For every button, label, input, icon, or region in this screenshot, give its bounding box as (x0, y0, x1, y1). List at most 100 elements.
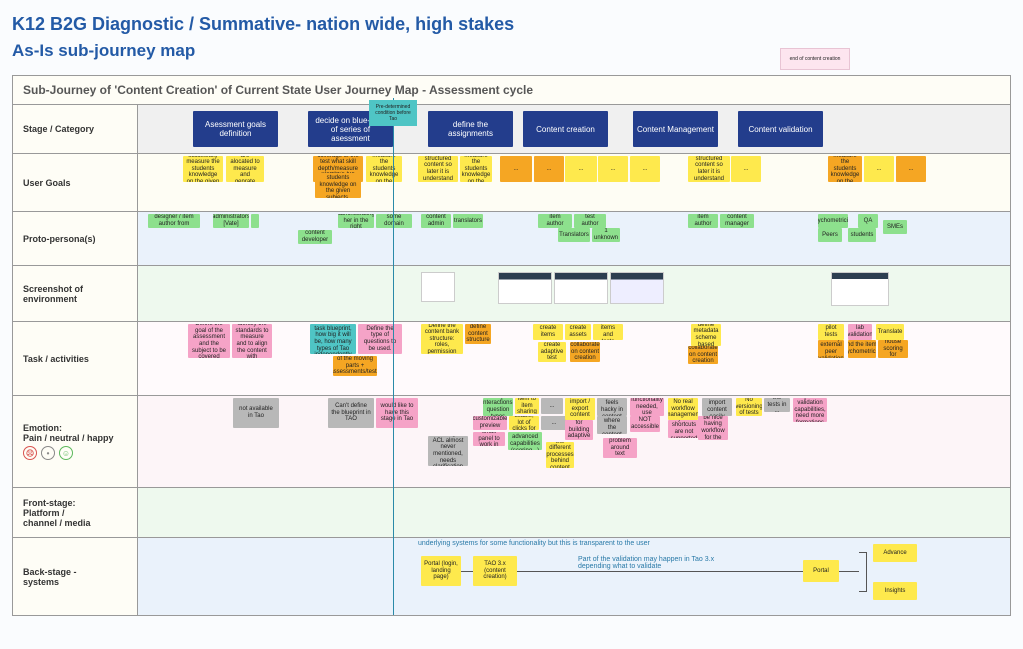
sticky-note: Define a structure of the moving parts +… (333, 356, 377, 376)
row-label-back: Back-stage - systems (13, 538, 138, 615)
sticky-note: would be nice having workflow for the co… (698, 416, 728, 440)
row-front: Front-stage: Platform / channel / media (13, 487, 1010, 537)
sticky-note: ... (500, 156, 532, 182)
sticky-note: ... (565, 156, 597, 182)
bracket-line (859, 552, 867, 592)
screenshot-thumb (421, 272, 455, 302)
row-stage: Stage / Category Asessment goals definit… (13, 104, 1010, 153)
sticky-note: the tests in ... (764, 398, 790, 412)
row-screens: Screenshot of environment (13, 265, 1010, 321)
sticky-note: keyboard shortcuts are not supported (668, 420, 700, 438)
sticky-note: have in house scoring for translation (878, 340, 908, 358)
sticky-note: ... (541, 416, 567, 430)
sticky-note: very small panel to work in chrome (473, 432, 505, 446)
sticky-note: ... (896, 156, 926, 182)
sticky-note (251, 214, 259, 228)
row-label-front: Front-stage: Platform / channel / media (13, 488, 138, 537)
sticky-note: translators (453, 214, 483, 228)
sticky-note: Define the content bank structure: roles… (421, 324, 463, 354)
row-label-screens: Screenshot of environment (13, 266, 138, 321)
sticky-note: item author (688, 214, 718, 228)
row-label-emotion: Emotion: Pain / neutral / happy ☹ • ☺ (13, 396, 138, 487)
sticky-note: No preview validation capabilities, need… (793, 398, 827, 422)
back-tao: TAO 3.x (content creation) (473, 556, 517, 586)
row-tasks: Task / activities Define the goal of the… (13, 321, 1010, 395)
sticky-note: collaborate on content creation (570, 342, 600, 362)
sticky-note: NOT accessible (630, 416, 660, 432)
sticky-note: define content structure (465, 324, 491, 344)
sticky-note: Define the goal of the assessment and th… (188, 324, 230, 358)
sticky-note: 1 unknown (592, 228, 620, 242)
sticky-note: SMEs (883, 220, 907, 234)
back-advance: Advance (873, 544, 917, 562)
sticky-note: not available in Tao (233, 398, 279, 428)
sticky-note: Assessment designer / item author from c… (148, 214, 200, 228)
row-label-goals: User Goals (13, 154, 138, 211)
sticky-note: to succesfully measure the students know… (460, 156, 492, 182)
sticky-note: No versioning of tests (736, 398, 762, 416)
sticky-note: administrators [Vate] (213, 214, 249, 228)
emotion-happy-icon: ☺ (59, 446, 73, 460)
sticky-note: Translate (876, 324, 904, 340)
row-persona: Proto-persona(s) Assessment designer / i… (13, 211, 1010, 265)
journey-board: end of content creation Sub-Journey of '… (12, 75, 1011, 616)
sticky-note: to succesfully measure the students know… (828, 156, 862, 182)
back-body: underlying systems for some functionalit… (138, 538, 1010, 615)
sticky-note: ... (864, 156, 894, 182)
sticky-note: to succesfully measure the students know… (183, 156, 223, 182)
sticky-note: send the item to psychometrician (848, 340, 876, 358)
validation-note: Part of the validation may happen in Tao… (578, 556, 738, 570)
sticky-note: ... (731, 156, 761, 182)
screenshot-thumb (554, 272, 608, 304)
sticky-note: ... (630, 156, 660, 182)
emotion-sad-icon: ☹ (23, 446, 37, 460)
underlying-note: underlying systems for some functionalit… (418, 540, 650, 547)
sticky-note: Can't define the blueprint in TAO (328, 398, 374, 428)
row-emotion: Emotion: Pain / neutral / happy ☹ • ☺ no… (13, 395, 1010, 487)
sticky-note: Identify the standards to measure and to… (232, 324, 272, 358)
page-title-1: K12 B2G Diagnostic / Summative- nation w… (12, 14, 1011, 35)
sub-title: Sub-Journey of 'Content Creation' of Cur… (13, 76, 1010, 104)
pre-condition-tag: Pre-determined condition before Tao (369, 100, 417, 126)
sticky-note: variety of interactions, question types (483, 398, 513, 416)
sticky-note: QA (858, 214, 878, 228)
connector-line (839, 571, 859, 572)
row-label-tasks: Task / activities (13, 322, 138, 395)
phase-divider-line (393, 98, 394, 615)
sticky-note: don't know where the content is saved (597, 416, 627, 434)
sticky-note: No real workflow management (668, 398, 698, 420)
sticky-note: Tree Ui structure feels hacky in content… (597, 398, 627, 416)
screenshot-group (498, 272, 664, 304)
sticky-note: Revisions are functionality needed, use … (630, 398, 664, 416)
sticky-note: Have an organised and structured content… (418, 156, 458, 182)
stage-card: define the assignments (428, 111, 513, 147)
emotion-label-text: Emotion: Pain / neutral / happy (23, 423, 131, 443)
sticky-note: content admin (421, 214, 451, 228)
stage-card: Content Management (633, 111, 718, 147)
emotion-neutral-icon: • (41, 446, 55, 460)
sticky-note: collaborate on content creation (688, 346, 718, 364)
row-goals: User Goals to succesfully measure the st… (13, 153, 1010, 211)
sticky-note: not usable, lot of clicks for simple (509, 416, 539, 430)
screenshot-thumb (610, 272, 664, 304)
row-back: Back-stage - systems underlying systems … (13, 537, 1010, 615)
screenshot-thumb (498, 272, 552, 304)
sticky-note: Have an organised and structured content… (688, 156, 730, 182)
sticky-note: content developer (298, 230, 332, 244)
sticky-note: the UX for building adaptive tests (565, 420, 593, 440)
sticky-note: import / export content (565, 398, 595, 420)
row-label-stage: Stage / Category (13, 105, 138, 153)
page-title-2: As-Is sub-journey map (12, 41, 1011, 61)
sticky-note: item author (538, 214, 572, 228)
sticky-note: Preview items and tests (593, 324, 623, 340)
sticky-note: the different processes behind content (546, 442, 574, 468)
stage-card: Content creation (523, 111, 608, 147)
screens-body (138, 266, 1010, 321)
sticky-note: create adaptive test (538, 342, 566, 362)
back-portal-2: Portal (803, 560, 839, 582)
screenshot-thumb (831, 272, 889, 306)
row-label-persona: Proto-persona(s) (13, 212, 138, 265)
connector-line (517, 571, 803, 572)
sticky-note: somewhat problem around text formatting (603, 438, 637, 458)
sticky-note: ... (541, 398, 563, 414)
